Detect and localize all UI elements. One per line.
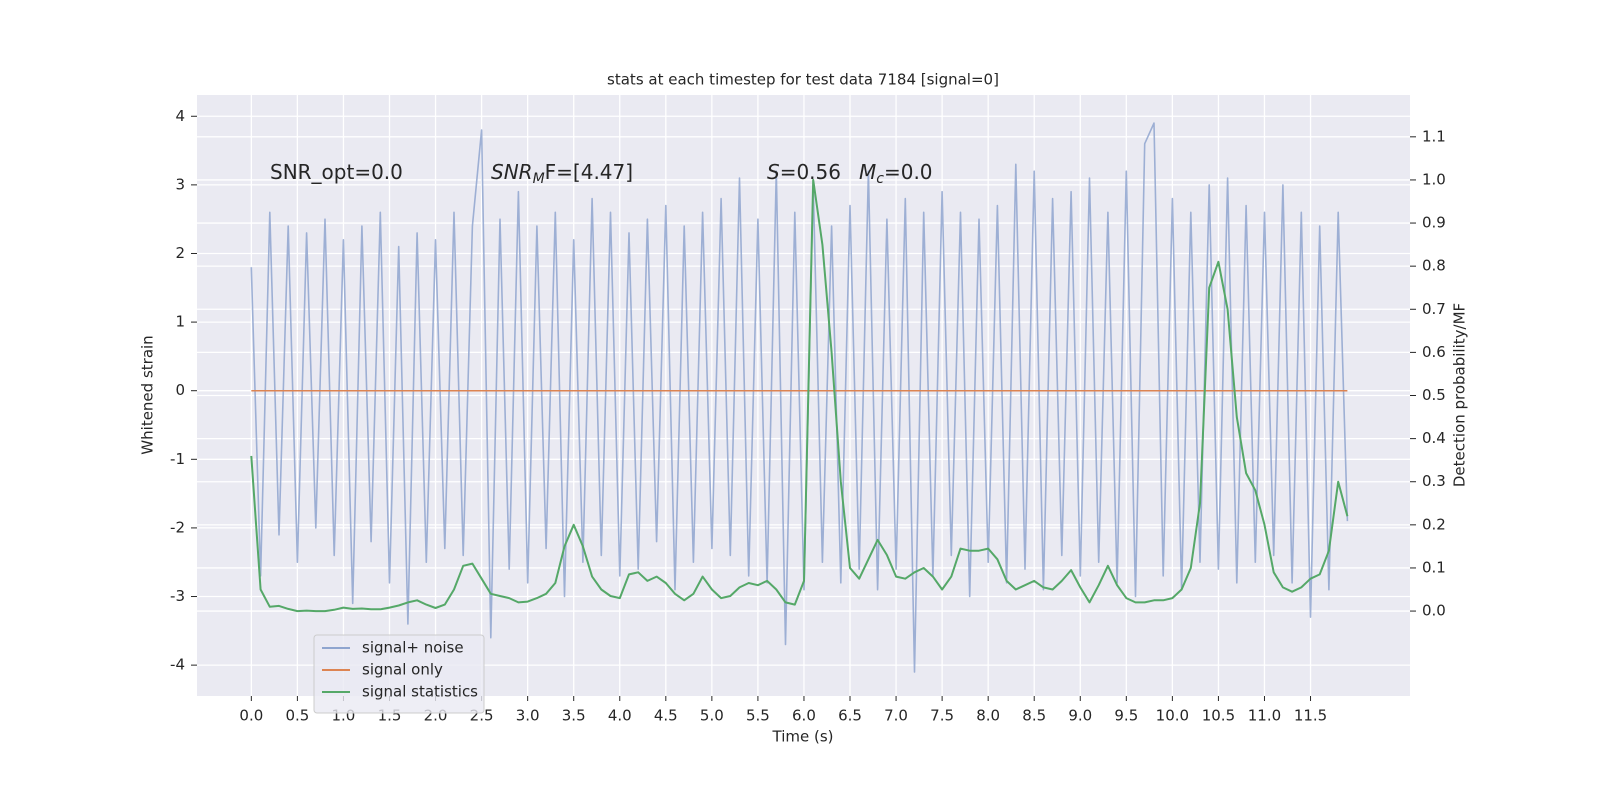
x-tick-label: 10.5 (1202, 707, 1235, 725)
x-tick-label: 4.0 (608, 707, 632, 725)
x-tick-label: 7.5 (930, 707, 954, 725)
y2-tick-label: 0.2 (1422, 515, 1446, 533)
y-tick-label: 0 (175, 381, 185, 399)
x-tick-label: 3.5 (562, 707, 586, 725)
annotation-sub: M (533, 171, 545, 187)
y-tick-label: -2 (170, 518, 185, 536)
y2-tick-label: 0.0 (1422, 602, 1446, 620)
annotation: SNR_opt=0.0 (270, 160, 403, 184)
y2-tick-label: 0.5 (1422, 386, 1446, 404)
y2-tick-label: 0.6 (1422, 343, 1446, 361)
y2-tick-label: 0.1 (1422, 558, 1446, 576)
x-tick-label: 5.5 (746, 707, 770, 725)
series-line (250, 122, 1349, 673)
x-axis-label: Time (s) (772, 728, 834, 746)
y-tick-label: 1 (175, 313, 185, 331)
x-tick-label: 11.5 (1294, 707, 1327, 725)
annotation-text: SNR_opt=0.0 (270, 160, 403, 184)
x-tick-label: 8.0 (976, 707, 1000, 725)
annotation-tail: =0.56 (780, 160, 841, 184)
legend-box (313, 634, 485, 714)
annotation-sub: c (876, 171, 884, 187)
x-tick-label: 10.0 (1156, 707, 1189, 725)
x-tick-label: 3.0 (516, 707, 540, 725)
y2-tick-label: 0.7 (1422, 300, 1446, 318)
x-tick-label: 5.0 (700, 707, 724, 725)
y-tick-label: -1 (170, 450, 185, 468)
y-tick-label: 2 (175, 244, 185, 262)
x-tick-label: 0.5 (285, 707, 309, 725)
y-tick-label: -4 (170, 656, 185, 674)
y2-axis-label: Detection probability/MF (1451, 303, 1469, 487)
annotation-text: S (767, 160, 780, 184)
annotation-text: SNR (491, 160, 533, 184)
x-tick-label: 6.5 (838, 707, 862, 725)
x-tick-label: 9.0 (1068, 707, 1092, 725)
x-tick-label: 8.5 (1022, 707, 1046, 725)
legend-label: signal only (362, 661, 443, 679)
legend-label: signal+ noise (362, 639, 464, 657)
annotation: Mc=0.0 (859, 160, 933, 188)
annotation: S=0.56 (767, 160, 841, 184)
annotation-text: M (859, 160, 876, 184)
y2-tick-label: 0.9 (1422, 214, 1446, 232)
y2-tick-label: 0.8 (1422, 257, 1446, 275)
y-tick-label: -3 (170, 587, 185, 605)
x-tick-label: 4.5 (654, 707, 678, 725)
legend-label: signal statistics (362, 683, 478, 701)
y-tick-label: 3 (175, 175, 185, 193)
annotation: SNRMF=[4.47] (491, 160, 633, 188)
x-tick-label: 9.5 (1114, 707, 1138, 725)
y2-tick-label: 1.0 (1422, 170, 1446, 188)
x-tick-label: 0.0 (239, 707, 263, 725)
annotation-tail: =0.0 (884, 160, 933, 184)
series-line (250, 178, 1349, 613)
x-tick-label: 7.0 (884, 707, 908, 725)
y2-tick-label: 0.3 (1422, 472, 1446, 490)
annotation-tail: F=[4.47] (545, 160, 633, 184)
y2-tick-label: 0.4 (1422, 429, 1446, 447)
y2-tick-label: 1.1 (1422, 127, 1446, 145)
y-tick-label: 4 (175, 107, 185, 125)
y-axis-label: Whitened strain (139, 335, 157, 454)
x-tick-label: 11.0 (1248, 707, 1281, 725)
chart-title: stats at each timestep for test data 718… (607, 71, 999, 89)
x-tick-label: 6.0 (792, 707, 816, 725)
